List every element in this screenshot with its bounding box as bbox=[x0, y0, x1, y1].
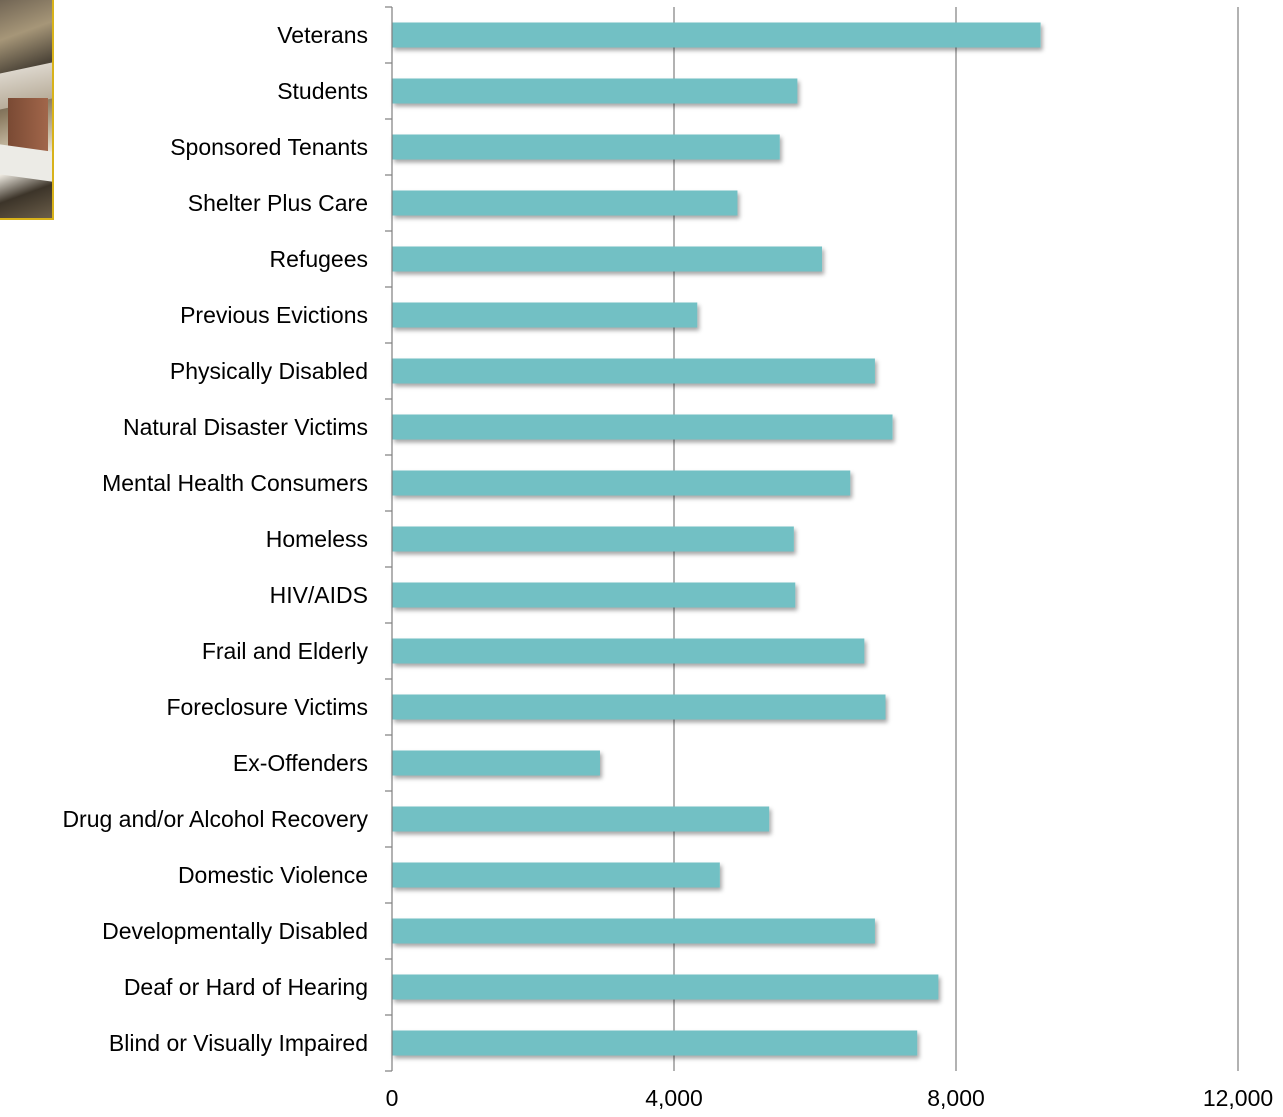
category-label: Blind or Visually Impaired bbox=[109, 1030, 368, 1056]
bar bbox=[392, 1030, 918, 1056]
category-label: Foreclosure Victims bbox=[166, 694, 368, 720]
bar bbox=[392, 414, 893, 440]
category-label: Shelter Plus Care bbox=[188, 190, 368, 216]
category-label: Frail and Elderly bbox=[202, 638, 369, 664]
bar bbox=[392, 638, 865, 664]
bar bbox=[392, 302, 698, 328]
x-tick-label: 12,000 bbox=[1203, 1085, 1273, 1111]
bar bbox=[392, 358, 875, 384]
category-label: Homeless bbox=[266, 526, 368, 552]
bar bbox=[392, 190, 738, 216]
building-photo bbox=[0, 0, 54, 220]
category-label: Veterans bbox=[277, 22, 368, 48]
bar bbox=[392, 750, 600, 776]
category-label: Ex-Offenders bbox=[233, 750, 368, 776]
bar bbox=[392, 134, 780, 160]
bar bbox=[392, 246, 823, 272]
bar bbox=[392, 806, 770, 832]
bar bbox=[392, 22, 1041, 48]
x-tick-label: 4,000 bbox=[645, 1085, 703, 1111]
x-tick-label: 8,000 bbox=[927, 1085, 985, 1111]
bar bbox=[392, 694, 886, 720]
category-label: Refugees bbox=[270, 246, 368, 272]
category-label: Students bbox=[277, 78, 368, 104]
category-label: Deaf or Hard of Hearing bbox=[124, 974, 368, 1000]
bars bbox=[392, 22, 1041, 1056]
bar bbox=[392, 526, 794, 552]
category-label: Domestic Violence bbox=[178, 862, 368, 888]
x-tick-label: 0 bbox=[386, 1085, 399, 1111]
bar bbox=[392, 918, 875, 944]
category-labels: Veterans Students Sponsored Tenants Shelter… bbox=[62, 22, 368, 1056]
bar bbox=[392, 78, 798, 104]
tick-labels: 0 4,000 8,000 12,000 bbox=[386, 1085, 1274, 1111]
bar bbox=[392, 862, 720, 888]
category-label: Natural Disaster Victims bbox=[123, 414, 368, 440]
category-label: Previous Evictions bbox=[180, 302, 368, 328]
category-label: Sponsored Tenants bbox=[170, 134, 368, 160]
category-label: Developmentally Disabled bbox=[102, 918, 368, 944]
axis bbox=[385, 6, 393, 1072]
category-label: Physically Disabled bbox=[170, 358, 368, 384]
category-label: Mental Health Consumers bbox=[102, 470, 368, 496]
bar bbox=[392, 582, 796, 608]
category-label: HIV/AIDS bbox=[270, 582, 368, 608]
category-label: Drug and/or Alcohol Recovery bbox=[62, 806, 368, 832]
bar bbox=[392, 974, 939, 1000]
bar bbox=[392, 470, 851, 496]
